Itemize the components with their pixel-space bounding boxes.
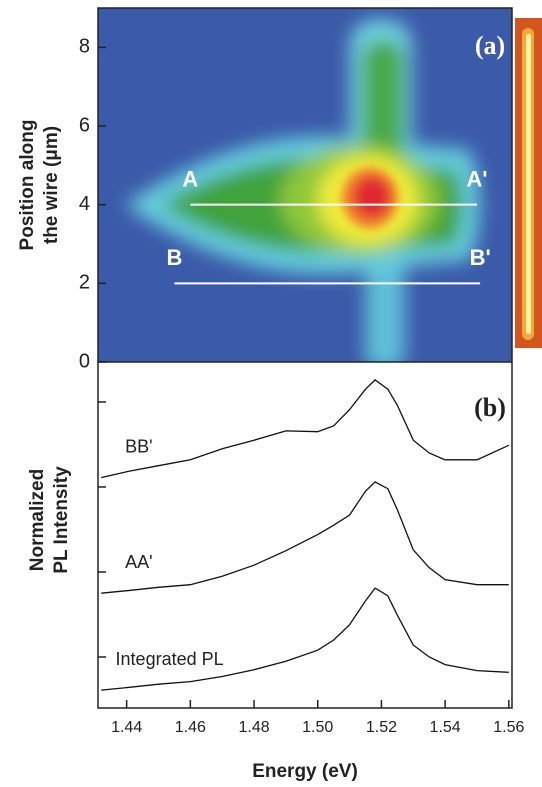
cut-label: A: [182, 166, 198, 191]
y-axis-label: Normalized: [27, 469, 48, 571]
y-axis-label: Position along: [17, 120, 38, 251]
frame: [97, 7, 513, 709]
x-tick-label: 1.52: [366, 719, 397, 736]
x-tick-label: 1.44: [111, 719, 142, 736]
spectrum-line: [101, 587, 509, 691]
x-axis-label: Energy (eV): [252, 761, 358, 782]
y-axis-label: PL Intensity: [51, 466, 72, 574]
heatmap: [98, 8, 512, 362]
wire-image: [515, 18, 542, 348]
cut-label: B: [166, 245, 182, 270]
series-label: Integrated PL: [116, 649, 224, 669]
y-axis-label: the wire (μm): [41, 126, 62, 244]
x-tick-label: 1.46: [175, 719, 206, 736]
series-label: AA': [125, 552, 152, 572]
y-tick-label: 0: [79, 350, 90, 372]
panel-label: (a): [475, 31, 505, 60]
y-tick-label: 6: [79, 114, 90, 136]
x-tick-label: 1.48: [238, 719, 269, 736]
y-tick-label: 4: [79, 193, 90, 215]
y-tick-label: 8: [79, 36, 90, 58]
cut-label: A': [466, 166, 487, 191]
spectrum-line: [101, 481, 509, 594]
panel-label: (b): [474, 393, 506, 422]
cut-label: B': [470, 245, 491, 270]
x-tick-label: 1.50: [302, 719, 333, 736]
series-label: BB': [125, 436, 152, 456]
x-tick-label: 1.54: [430, 719, 461, 736]
x-tick-label: 1.56: [493, 719, 524, 736]
y-tick-label: 2: [79, 272, 90, 294]
spectrum-line: [101, 379, 510, 479]
